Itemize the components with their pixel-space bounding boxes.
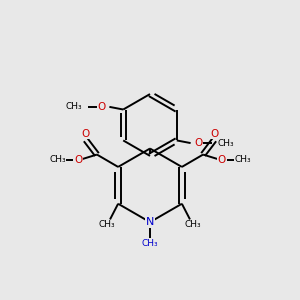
Text: CH₃: CH₃ xyxy=(65,102,82,111)
Text: CH₃: CH₃ xyxy=(99,220,116,229)
Text: CH₃: CH₃ xyxy=(234,155,251,164)
Text: N: N xyxy=(146,217,154,227)
Text: O: O xyxy=(81,129,89,139)
Text: CH₃: CH₃ xyxy=(184,220,201,229)
Text: CH₃: CH₃ xyxy=(218,139,235,148)
Text: O: O xyxy=(211,129,219,139)
Text: O: O xyxy=(194,138,202,148)
Text: O: O xyxy=(218,155,226,165)
Text: O: O xyxy=(74,155,82,165)
Text: CH₃: CH₃ xyxy=(49,155,66,164)
Text: O: O xyxy=(98,102,106,112)
Text: CH₃: CH₃ xyxy=(142,239,158,248)
